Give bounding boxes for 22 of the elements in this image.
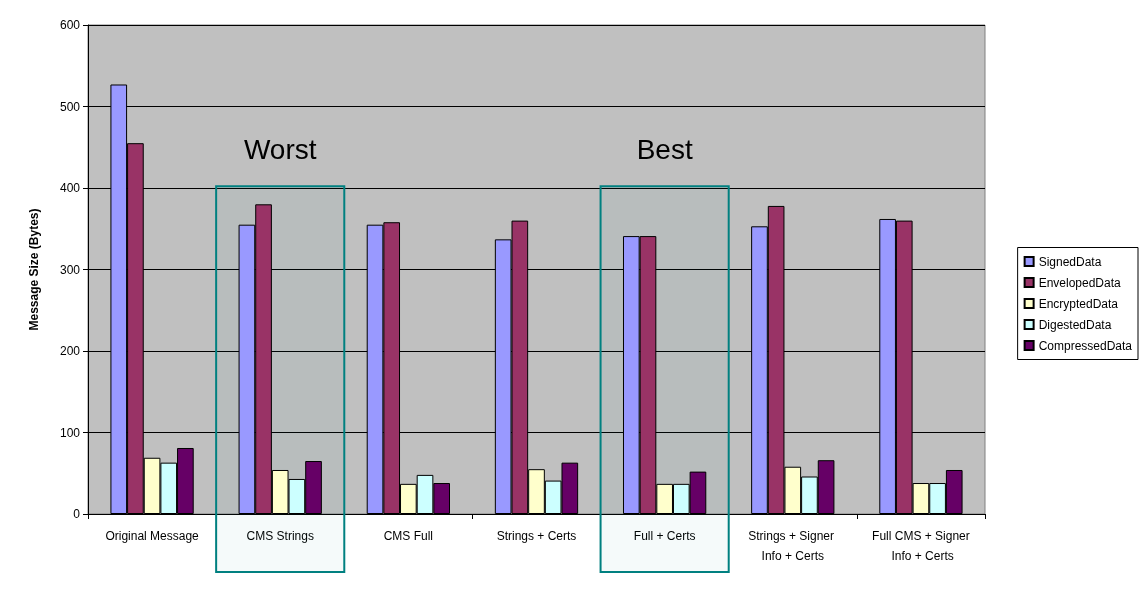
legend-label: EncryptedData [1038,296,1119,311]
x-tick-label: Strings + Signer Info + Certs [748,529,838,563]
x-tick-label: CMS Full [383,529,434,543]
legend-label: SignedData [1038,254,1102,269]
x-tick-label: Strings + Certs [496,529,577,543]
y-tick-label: 400 [59,181,81,195]
x-tick-label: Full + Certs [633,529,696,543]
y-tick-label: 500 [59,99,81,114]
y-axis-title: Message Size (Bytes) [27,208,41,331]
y-tick-label: 300 [59,262,81,277]
legend-label: CompressedData [1038,338,1133,353]
band-label: Worst [243,133,317,165]
y-tick-label: 0 [73,507,81,521]
y-tick-label: 100 [59,425,81,440]
x-tick-label: Full CMS + Signer Info + Certs [872,529,970,563]
x-tick-label: Original Message [105,529,200,543]
band-label: Best [636,133,693,165]
legend-label: EnvelopedData [1038,275,1122,290]
legend-label: DigestedData [1038,317,1112,332]
y-tick-label: 600 [59,18,81,32]
x-tick-label: CMS Strings [246,529,314,543]
y-tick-label: 200 [59,344,81,358]
